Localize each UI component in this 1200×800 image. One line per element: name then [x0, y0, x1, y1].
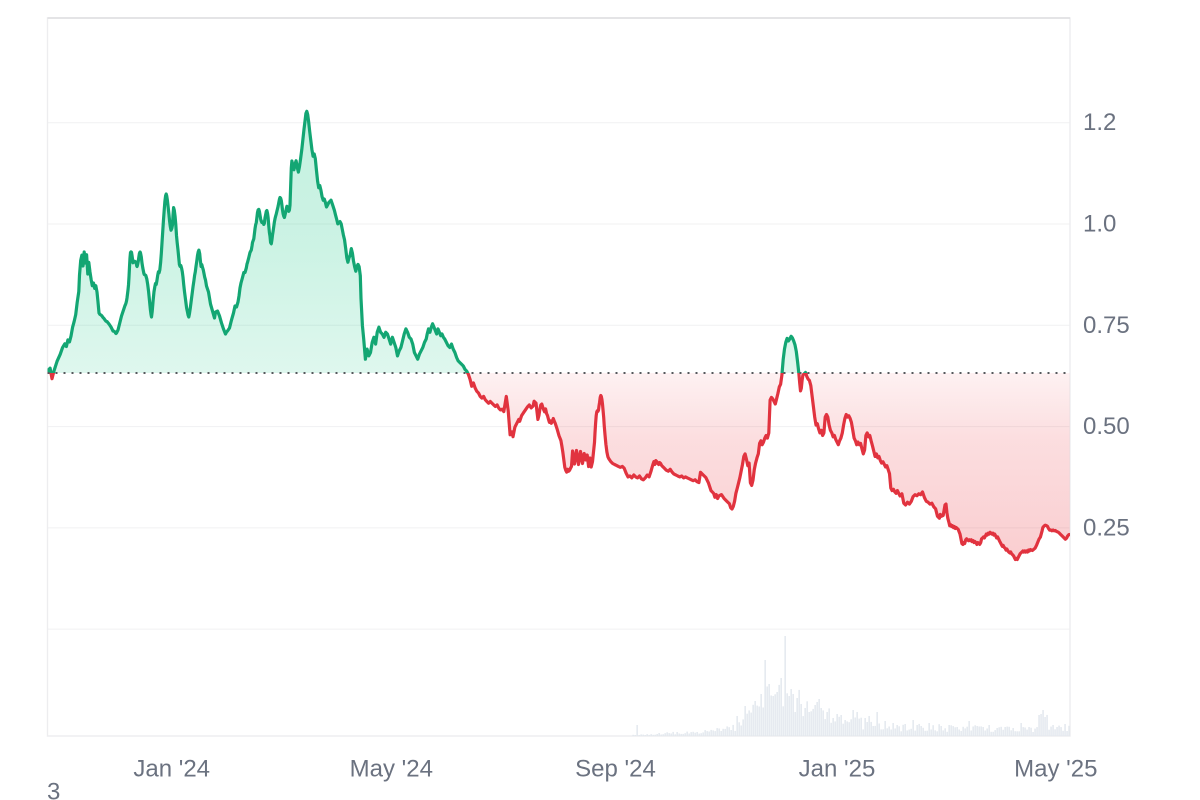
svg-text:0.50: 0.50 — [1083, 413, 1130, 440]
svg-text:0.25: 0.25 — [1083, 514, 1130, 541]
svg-text:Sep '24: Sep '24 — [575, 756, 656, 783]
svg-text:1.0: 1.0 — [1083, 211, 1116, 238]
svg-text:3: 3 — [47, 779, 60, 800]
svg-text:Jan '24: Jan '24 — [133, 756, 210, 783]
svg-text:Jan '25: Jan '25 — [799, 756, 876, 783]
svg-text:1.2: 1.2 — [1083, 109, 1116, 136]
svg-text:May '25: May '25 — [1014, 756, 1097, 783]
svg-text:0.75: 0.75 — [1083, 312, 1130, 339]
svg-text:May '24: May '24 — [350, 756, 433, 783]
